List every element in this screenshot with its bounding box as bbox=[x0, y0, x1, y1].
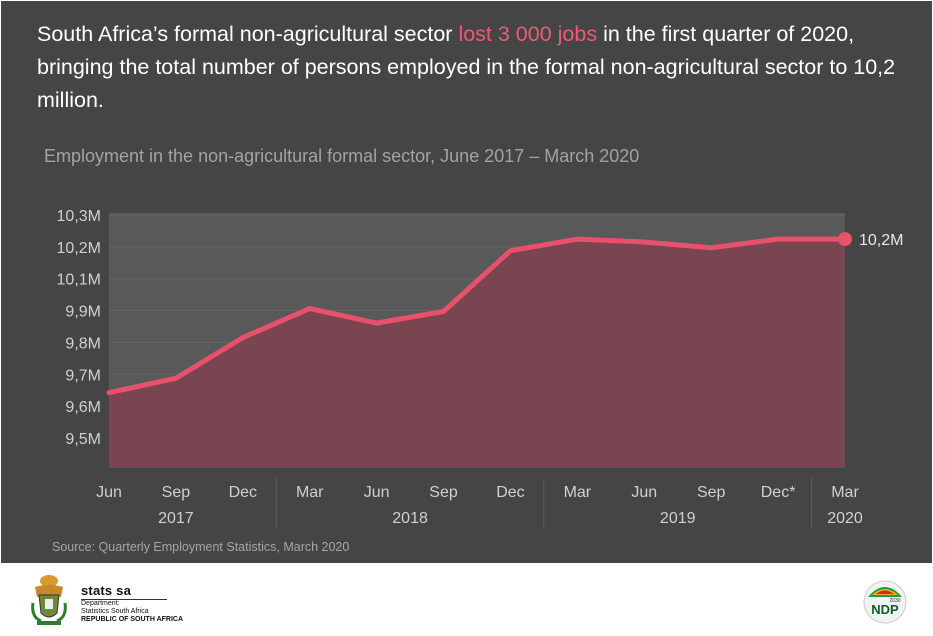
y-tick-label: 9,8M bbox=[65, 335, 101, 352]
source-note: Source: Quarterly Employment Statistics,… bbox=[52, 540, 350, 554]
x-tick-label: Mar bbox=[831, 484, 859, 501]
y-tick-label: 9,5M bbox=[65, 431, 101, 448]
headline-part2: in the first quarter of 2020, bringing t… bbox=[37, 22, 896, 112]
series-line bbox=[106, 236, 848, 396]
x-tick-label: Jun bbox=[96, 484, 122, 501]
year-label: 2017 bbox=[158, 510, 194, 527]
end-point-marker bbox=[838, 232, 852, 247]
x-tick-label: Mar bbox=[296, 484, 324, 501]
x-tick-label: Jun bbox=[364, 484, 390, 501]
x-tick-label: Sep bbox=[162, 484, 191, 501]
year-label: 2020 bbox=[827, 510, 863, 527]
year-label: 2019 bbox=[660, 510, 696, 527]
y-tick-label: 10,3M bbox=[57, 208, 101, 225]
footer: stats sa Department: Statistics South Af… bbox=[1, 563, 932, 635]
ndp-text: NDP bbox=[871, 602, 899, 617]
statssa-dept-name: Statistics South Africa bbox=[81, 608, 149, 615]
ndp-logo-icon: NDP 2030 bbox=[863, 580, 907, 624]
x-tick-label: Sep bbox=[429, 484, 458, 501]
x-tick-label: Dec* bbox=[761, 484, 796, 501]
year-label: 2018 bbox=[392, 510, 428, 527]
x-tick-label: Dec bbox=[229, 484, 257, 501]
x-tick-label: Sep bbox=[697, 484, 726, 501]
y-tick-label: 10,1M bbox=[57, 272, 101, 289]
end-value-label: 10,2M bbox=[859, 232, 903, 249]
headline-highlight: lost 3 000 jobs bbox=[458, 22, 598, 46]
ndp-year: 2030 bbox=[889, 598, 900, 604]
statssa-brand: stats sa bbox=[81, 583, 167, 600]
statssa-department: Department: bbox=[81, 600, 120, 607]
headline-part1: South Africa’s formal non-agricultural s… bbox=[37, 22, 459, 46]
headline: South Africa’s formal non-agricultural s… bbox=[37, 18, 897, 117]
y-tick-label: 9,9M bbox=[65, 304, 101, 321]
statssa-logo: stats sa Department: Statistics South Af… bbox=[81, 583, 183, 624]
coat-of-arms-icon bbox=[31, 575, 67, 625]
statssa-country: REPUBLIC OF SOUTH AFRICA bbox=[81, 616, 184, 623]
y-tick-label: 9,7M bbox=[65, 367, 101, 384]
y-tick-label: 9,6M bbox=[65, 399, 101, 416]
x-tick-label: Dec bbox=[496, 484, 524, 501]
y-tick-label: 10,2M bbox=[57, 240, 101, 257]
series-area bbox=[109, 239, 845, 468]
x-tick-label: Mar bbox=[564, 484, 592, 501]
x-tick-label: Jun bbox=[631, 484, 657, 501]
chart-title: Employment in the non-agricultural forma… bbox=[44, 146, 640, 166]
